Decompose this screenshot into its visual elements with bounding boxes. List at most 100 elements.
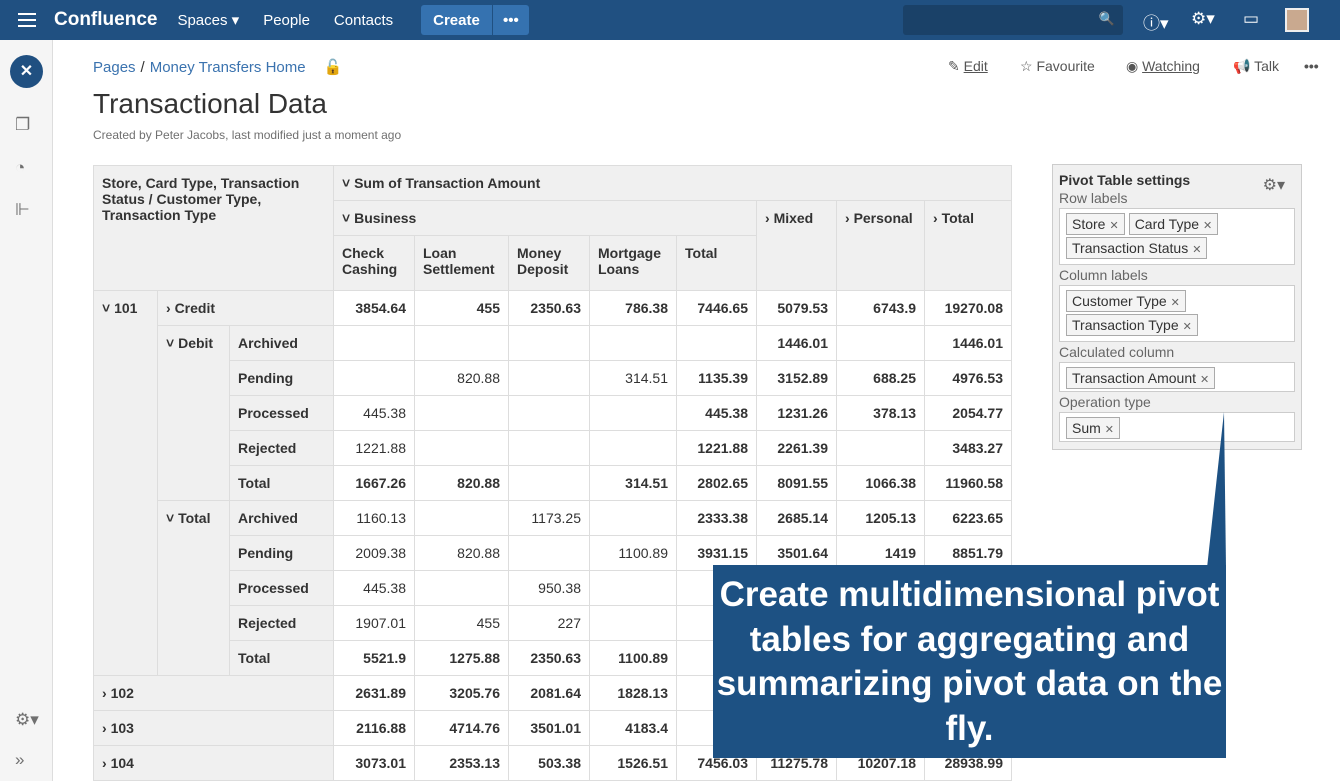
tag-label: Transaction Type: [1072, 317, 1179, 333]
row-label-text: Pending: [238, 545, 294, 561]
sidebar: ✕ ❐ ◔ ⊩ ⚙▾ »: [0, 40, 53, 781]
value-cell: [508, 535, 590, 571]
promo-callout: Create multidimensional pivot tables for…: [713, 565, 1226, 758]
create-button[interactable]: Create: [421, 5, 492, 35]
edit-label: Edit: [963, 58, 988, 74]
settings-tag[interactable]: Customer Type ✕: [1066, 290, 1186, 312]
remove-tag-icon[interactable]: ✕: [1104, 424, 1115, 436]
settings-tag[interactable]: Store ✕: [1066, 213, 1125, 235]
row-labels-field[interactable]: Store ✕ Card Type ✕Transaction Status ✕: [1059, 208, 1295, 265]
notifications-icon[interactable]: ▭: [1243, 9, 1260, 28]
remove-tag-icon[interactable]: ✕: [1192, 244, 1202, 256]
more-actions-button[interactable]: •••: [1304, 58, 1319, 74]
value-cell: 1221.88: [333, 430, 415, 466]
rss-icon[interactable]: ◔: [15, 158, 26, 177]
expand-toggle-icon[interactable]: ›: [102, 720, 111, 736]
column-labels-field[interactable]: Customer Type ✕Transaction Type ✕: [1059, 285, 1295, 342]
settings-gear-icon[interactable]: ⚙▾: [1262, 177, 1285, 194]
settings-tag[interactable]: Sum ✕: [1066, 417, 1121, 439]
total-header[interactable]: › Total: [924, 200, 1012, 291]
value-cell: 2261.39: [756, 430, 837, 466]
business-col-header: Loan Settlement: [414, 235, 509, 291]
search-input[interactable]: 🔍: [903, 5, 1123, 35]
value-cell: 503.38: [508, 745, 590, 781]
sidebar-settings-icon[interactable]: ⚙▾: [15, 710, 39, 729]
page-title: Transactional Data: [93, 88, 327, 119]
tree-icon[interactable]: ⊩: [15, 200, 30, 219]
row-label: Total: [229, 640, 334, 676]
row-label[interactable]: ˅ Total: [157, 500, 230, 676]
search-icon: 🔍: [1098, 11, 1115, 26]
tag-label: Transaction Status: [1072, 240, 1189, 256]
edit-button[interactable]: ✎ Edit: [948, 58, 988, 74]
expand-toggle-icon[interactable]: ›: [166, 300, 175, 316]
value-cell: 1100.89: [589, 640, 677, 676]
remove-tag-icon[interactable]: ✕: [1170, 297, 1180, 309]
row-label-text: Total: [238, 650, 271, 666]
table-row: Pending 2009.38 820.88 1100.89 3931.15 3501.6…: [94, 535, 1012, 571]
unlock-icon[interactable]: 🔓: [323, 59, 343, 76]
settings-tag[interactable]: Card Type ✕: [1128, 213, 1219, 235]
expand-toggle-icon[interactable]: ˅: [166, 335, 179, 351]
row-label[interactable]: › 104: [93, 745, 334, 781]
value-cell: 1828.13: [589, 675, 677, 711]
row-label[interactable]: › 103: [93, 710, 334, 746]
row-label: Total: [229, 465, 334, 501]
breadcrumb-home[interactable]: Money Transfers Home: [149, 59, 306, 76]
business-col-header: Mortgage Loans: [589, 235, 677, 291]
help-icon[interactable]: ⓘ▾: [1143, 14, 1169, 33]
user-avatar[interactable]: [1285, 8, 1309, 32]
expand-sidebar-icon[interactable]: »: [15, 750, 25, 769]
favourite-button[interactable]: ☆ Favourite: [1020, 58, 1095, 74]
value-cell: 19270.08: [924, 290, 1012, 326]
sum-header[interactable]: ˅ Sum of Transaction Amount: [333, 165, 1012, 201]
total-label: Total: [941, 210, 974, 226]
remove-tag-icon[interactable]: ✕: [1203, 220, 1213, 232]
breadcrumb-pages[interactable]: Pages: [93, 59, 136, 76]
pivot-settings-panel: Pivot Table settings ⚙▾ Row labels Store…: [1052, 164, 1302, 450]
remove-tag-icon[interactable]: ✕: [1109, 220, 1119, 232]
value-cell: 2631.89: [333, 675, 415, 711]
value-cell: 4183.4: [589, 710, 677, 746]
watching-button[interactable]: ◉ Watching: [1126, 58, 1200, 74]
menu-icon[interactable]: [18, 13, 36, 27]
nav-spaces-label: Spaces: [177, 12, 228, 29]
expand-toggle-icon[interactable]: ›: [102, 685, 111, 701]
remove-tag-icon[interactable]: ✕: [1200, 374, 1210, 386]
nav-people[interactable]: People: [263, 11, 310, 29]
talk-button[interactable]: 📢 Talk: [1233, 58, 1279, 74]
settings-tag[interactable]: Transaction Status ✕: [1066, 237, 1208, 259]
expand-toggle-icon[interactable]: ˅: [166, 510, 179, 526]
operation-type-field[interactable]: Sum ✕: [1059, 412, 1295, 442]
value-cell: 445.38: [676, 395, 757, 431]
expand-toggle-icon[interactable]: ˅: [102, 300, 115, 316]
settings-title: Pivot Table settings: [1059, 172, 1191, 188]
value-cell: 1446.01: [924, 325, 1012, 361]
personal-header[interactable]: › Personal: [836, 200, 925, 291]
expand-toggle-icon[interactable]: ›: [102, 755, 111, 771]
value-cell: 5521.9: [333, 640, 415, 676]
row-label[interactable]: › 102: [93, 675, 334, 711]
confluence-logo[interactable]: Confluence: [54, 9, 158, 30]
row-label-text: Total: [178, 510, 211, 526]
tag-label: Sum: [1072, 420, 1101, 436]
value-cell: 455: [414, 290, 509, 326]
tag-label: Store: [1072, 216, 1106, 232]
calculated-column-field[interactable]: Transaction Amount ✕: [1059, 362, 1295, 392]
row-header: Store, Card Type, Transaction Status / C…: [93, 165, 334, 291]
business-header[interactable]: ˅ Business: [333, 200, 757, 236]
settings-tag[interactable]: Transaction Amount ✕: [1066, 367, 1216, 389]
breadcrumb: Pages / Money Transfers Home 🔓: [93, 59, 343, 76]
create-more-button[interactable]: •••: [491, 5, 529, 35]
settings-icon[interactable]: ⚙▾: [1191, 9, 1215, 28]
row-label-text: Archived: [238, 335, 298, 351]
pages-icon[interactable]: ❐: [15, 115, 31, 134]
space-logo[interactable]: ✕: [10, 55, 43, 88]
mixed-header[interactable]: › Mixed: [756, 200, 837, 291]
remove-tag-icon[interactable]: ✕: [1182, 321, 1192, 333]
nav-contacts[interactable]: Contacts: [333, 11, 394, 29]
row-label[interactable]: ˅ 101: [93, 290, 158, 676]
page-metadata: Created by Peter Jacobs, last modified j…: [93, 128, 402, 142]
settings-tag[interactable]: Transaction Type ✕: [1066, 314, 1198, 336]
nav-spaces[interactable]: Spaces ▾: [177, 12, 240, 29]
